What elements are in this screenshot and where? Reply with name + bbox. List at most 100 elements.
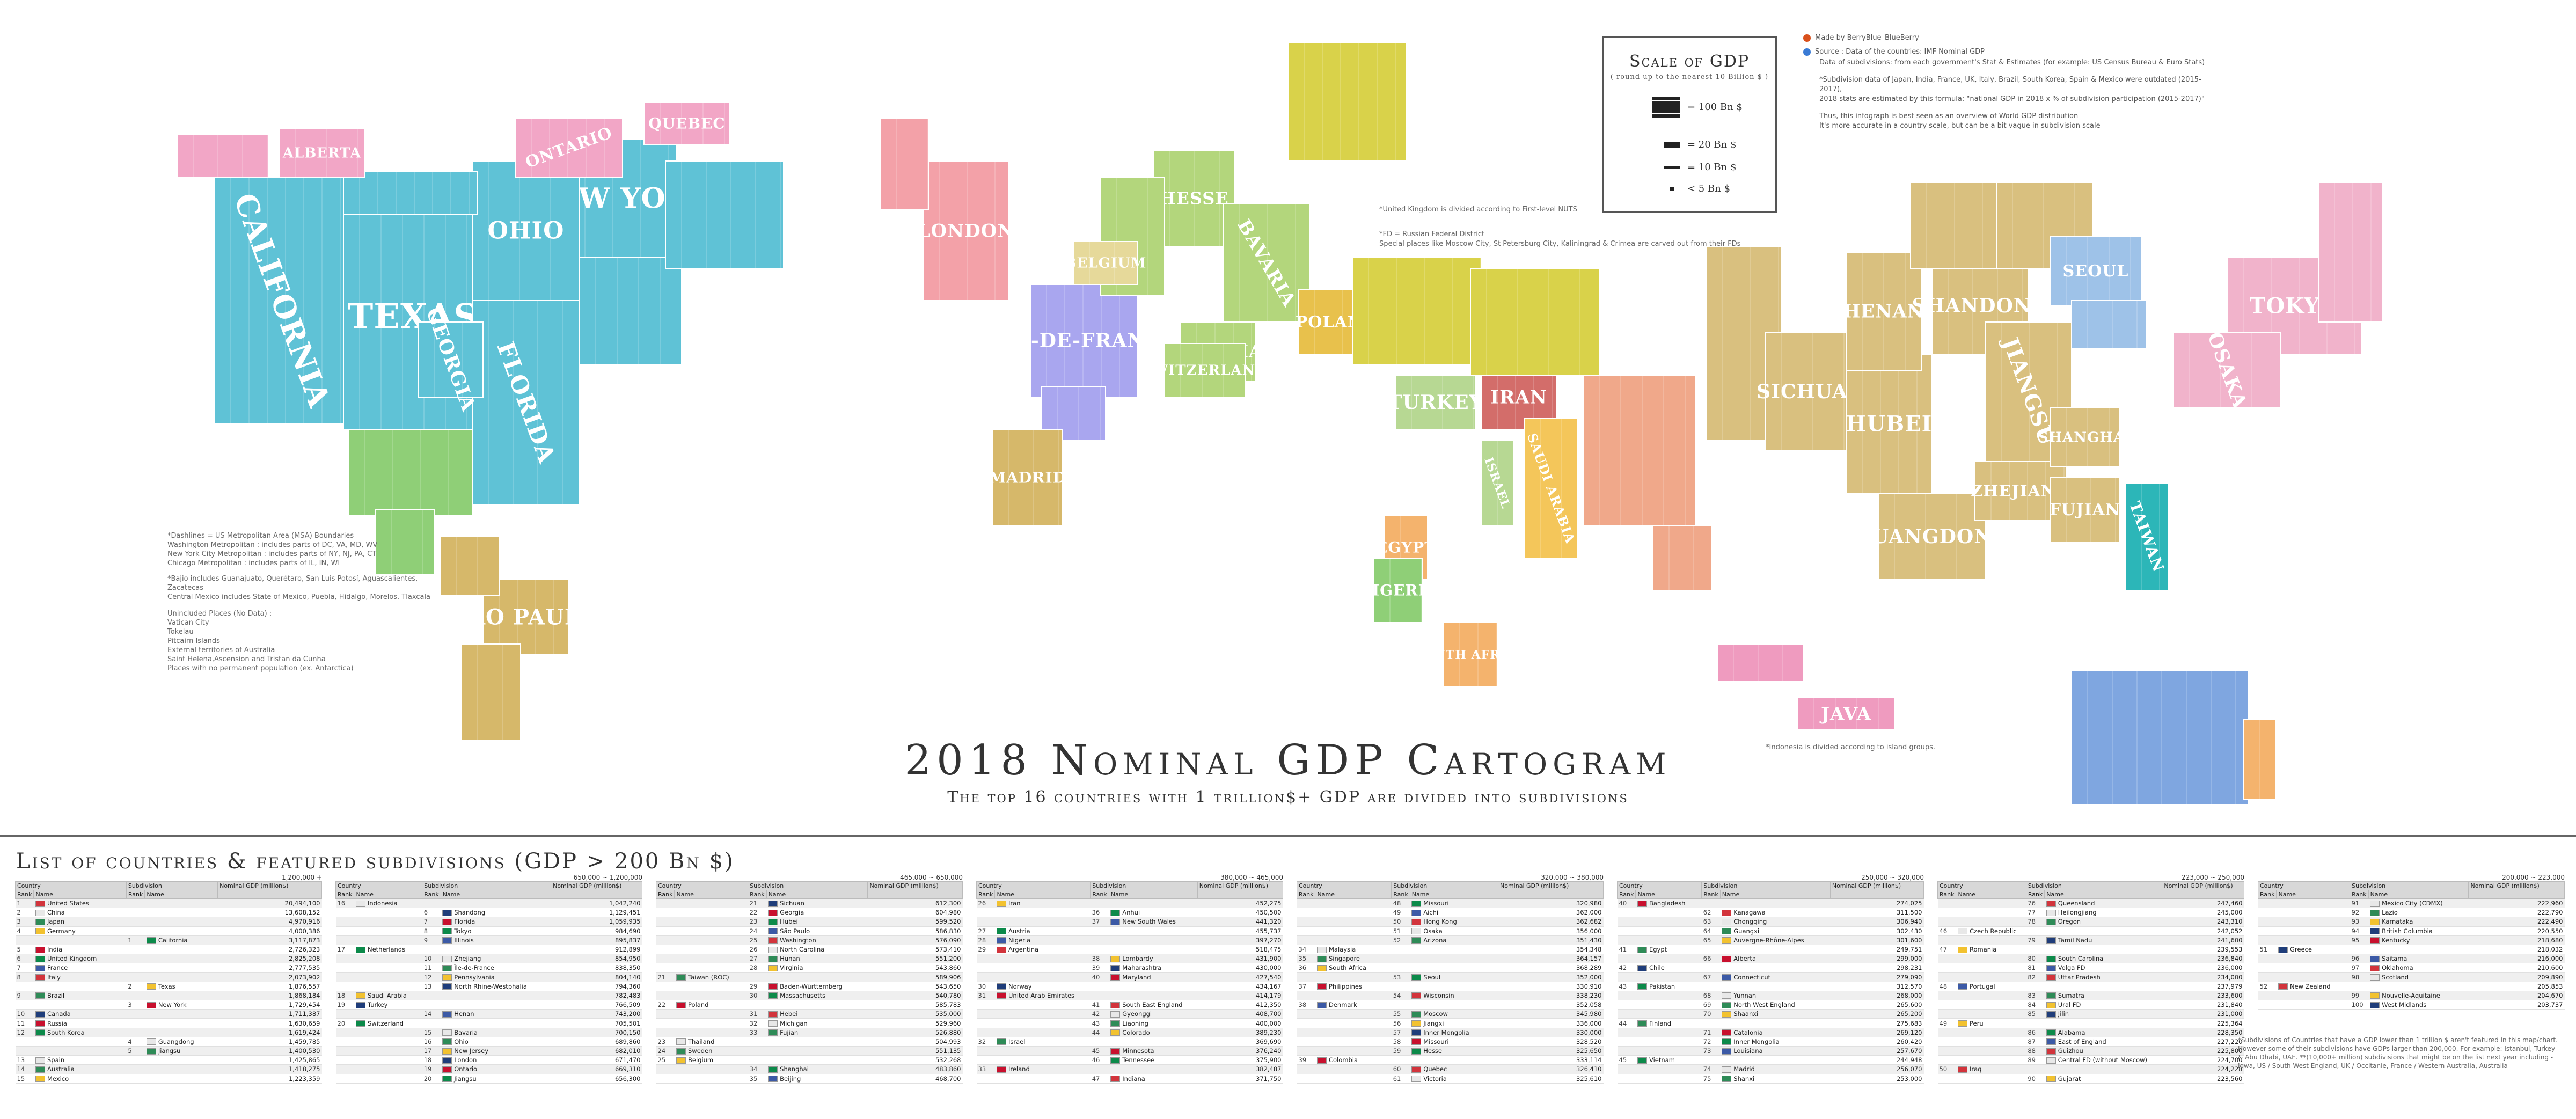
subdivision-cell <box>441 898 551 909</box>
flag-icon <box>2370 918 2380 925</box>
rank-cell: 16 <box>335 898 354 909</box>
rank-cell <box>1090 926 1109 936</box>
rank-cell <box>126 991 145 1001</box>
flag-icon <box>442 1029 452 1036</box>
table-subheader: Name <box>33 890 127 899</box>
flag-icon <box>2370 964 2380 971</box>
rank-cell <box>15 935 34 945</box>
rank-cell <box>1297 1046 1315 1056</box>
flag-icon <box>1110 1020 1121 1027</box>
table-row: 19 Ontario 669,310 <box>335 1064 642 1074</box>
flag-icon <box>2370 974 2380 981</box>
country-cell: Spain <box>33 1055 127 1065</box>
table-subheader: Rank <box>2025 890 2045 899</box>
flag-icon <box>442 964 452 971</box>
flag-icon <box>996 928 1006 935</box>
rank-cell <box>1701 982 1721 991</box>
rank-cell <box>1937 972 1956 982</box>
rank-cell <box>2258 908 2277 918</box>
subdivision-cell <box>441 1018 551 1028</box>
table-row: 42 Gyeonggi 408,700 <box>976 1009 1283 1019</box>
flag-icon <box>2046 1076 2056 1083</box>
rank-cell <box>335 1046 354 1056</box>
table-row: 51 Greece 218,032 <box>2258 945 2565 955</box>
subdivision-cell: Seoul <box>1410 972 1498 982</box>
rank-cell: 9 <box>15 991 34 1001</box>
region-label: SÃO PAULO <box>452 604 599 630</box>
table-header: Nominal GDP (million$) <box>2162 881 2244 890</box>
country-cell <box>1956 1046 2026 1056</box>
table-row: 6 Shandong 1,129,451 <box>335 908 642 918</box>
rank-cell: 24 <box>656 1046 675 1056</box>
subdivision-cell: Queensland <box>2044 898 2162 909</box>
subdivision-cell <box>144 1018 218 1028</box>
table-row: 34 Shanghai 483,860 <box>656 1064 963 1074</box>
rank-cell <box>1297 926 1315 936</box>
country-cell <box>1635 1028 1702 1037</box>
table-row: 9 Brazil 1,868,184 <box>15 991 322 1001</box>
gdp-cell: 222,490 <box>2468 917 2565 927</box>
scale-label: = 20 Bn $ <box>1687 139 1737 150</box>
table-row: 79 Tamil Nadu 241,600 <box>1937 935 2244 945</box>
table-header: Subdivision <box>126 881 218 890</box>
table-row: 40 Bangladesh 274,025 <box>1617 898 1924 909</box>
gdp-cell: 450,500 <box>1197 908 1283 918</box>
rank-cell: 84 <box>2026 1000 2045 1010</box>
table-header: Nominal GDP (million$) <box>2468 881 2565 890</box>
region-block <box>214 177 349 425</box>
country-cell <box>674 908 748 918</box>
gdp-cell: 253,000 <box>1830 1074 1924 1084</box>
rank-cell: 2 <box>126 982 145 991</box>
country-cell <box>674 1064 748 1074</box>
gdp-cell: 234,000 <box>2162 972 2244 982</box>
rank-cell <box>1937 1028 1956 1037</box>
flag-icon <box>1411 1066 1422 1073</box>
country-cell: Turkey <box>354 1000 422 1010</box>
gdp-cell: 216,000 <box>2468 954 2565 964</box>
gdp-cell: 351,430 <box>1498 935 1604 945</box>
subdivision-cell: New South Wales <box>1109 917 1198 927</box>
rank-cell <box>656 1018 675 1028</box>
flag-icon <box>1411 1020 1422 1027</box>
table-row: 7 Florida 1,059,935 <box>335 917 642 927</box>
rank-cell: 71 <box>1701 1028 1721 1037</box>
region-block <box>2050 477 2120 543</box>
gdp-cell: 912,899 <box>551 945 642 955</box>
flag-icon <box>2370 909 2380 916</box>
flag-icon <box>1110 1011 1121 1018</box>
rank-cell: 20 <box>422 1074 441 1084</box>
subdivision-cell: Shanxi <box>1720 1074 1831 1084</box>
subdivision-cell: Massachusetts <box>766 991 868 1001</box>
flag-icon <box>1110 974 1121 981</box>
gdp-cell: 689,860 <box>551 1037 642 1047</box>
rank-cell <box>126 1055 145 1065</box>
gdp-cell: 220,550 <box>2468 926 2565 936</box>
uk-note: *United Kingdom is divided according to … <box>1379 206 1577 214</box>
credit-note: It's more accurate in a country scale, b… <box>1819 122 2101 130</box>
rank-cell <box>1937 898 1956 909</box>
subdivision-cell <box>1109 982 1198 991</box>
table-row: 34 Malaysia 354,348 <box>1297 945 1604 955</box>
subdivision-cell <box>144 991 218 1001</box>
rank-cell <box>1391 1000 1410 1010</box>
gdp-cell: 326,410 <box>1498 1064 1604 1074</box>
rank-cell: 40 <box>1090 972 1109 982</box>
region-label: SEOUL <box>2063 262 2129 281</box>
subdivision-cell: Quebec <box>1410 1064 1498 1074</box>
country-cell <box>674 982 748 991</box>
rank-cell <box>335 908 354 918</box>
subdivision-cell <box>1109 991 1198 1001</box>
rank-cell: 57 <box>1391 1028 1410 1037</box>
table-subheader: Rank <box>655 890 675 899</box>
rank-cell <box>422 898 441 909</box>
rank-cell <box>422 991 441 1001</box>
rank-cell <box>126 963 145 973</box>
rank-cell: 46 <box>1937 926 1956 936</box>
country-cell <box>1956 917 2026 927</box>
table-row: 39 Maharashtra 430,000 <box>976 963 1283 973</box>
table-row: 81 Volga FD 236,000 <box>1937 963 2244 973</box>
rank-cell <box>126 954 145 964</box>
rank-cell: 35 <box>1297 954 1315 964</box>
rank-cell <box>1297 917 1315 927</box>
gdp-cell: 400,000 <box>1197 1018 1283 1028</box>
